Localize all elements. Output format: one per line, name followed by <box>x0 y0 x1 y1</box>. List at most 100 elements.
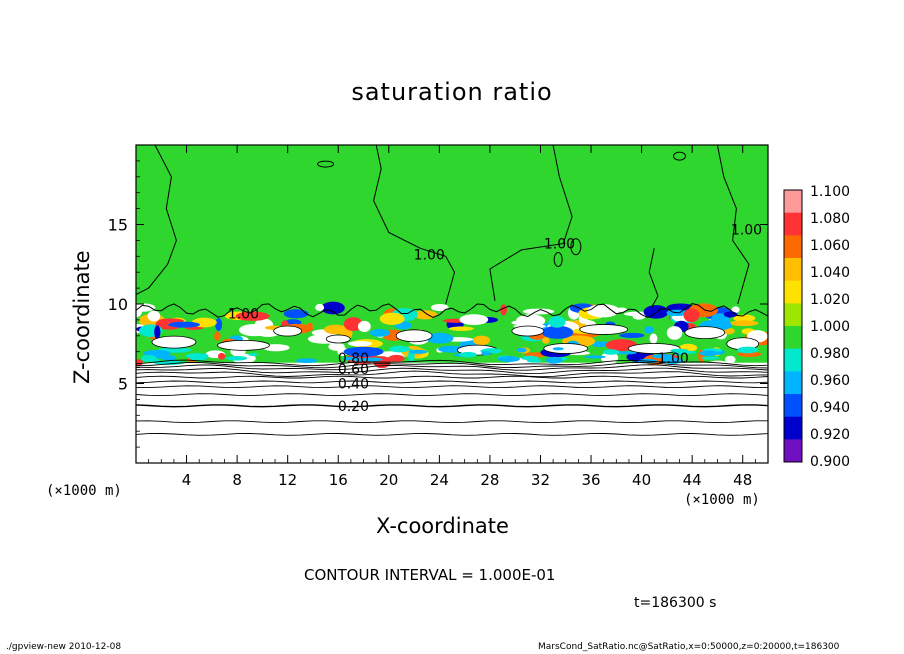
field-patch <box>548 315 566 328</box>
field-patch <box>552 347 564 351</box>
field-patch <box>388 354 405 362</box>
field-patch <box>459 351 477 358</box>
colorbar-label: 1.020 <box>810 292 850 308</box>
saturation-field <box>136 145 768 463</box>
field-patch <box>379 312 405 325</box>
field-patch <box>238 323 271 337</box>
field-patch <box>389 345 411 353</box>
contour-line <box>136 303 768 319</box>
x-tick-label: 20 <box>379 471 398 489</box>
x-tick-label: 12 <box>278 471 297 489</box>
contour-line <box>136 420 768 424</box>
colorbar-label: 1.040 <box>810 265 850 281</box>
field-patch <box>584 355 606 359</box>
field-patch <box>733 314 756 322</box>
field-patch <box>215 318 223 331</box>
contour-line <box>136 433 768 436</box>
field-patch <box>337 347 348 357</box>
contour-line <box>136 370 768 378</box>
field-patch <box>699 350 719 357</box>
colorbar-swatch <box>784 303 802 327</box>
y-axis: 5 10 15 <box>108 160 768 448</box>
field-patch <box>602 349 620 355</box>
colorbar-swatch <box>784 190 802 214</box>
contour-lines <box>136 145 768 436</box>
y-axis-label: Z-coordinate <box>70 250 94 384</box>
contour-line <box>317 160 335 168</box>
x-axis-label: X-coordinate <box>376 514 509 538</box>
contour-label: 0.60 <box>338 362 369 378</box>
contour-label: 0.20 <box>338 399 369 415</box>
field-patch <box>676 350 697 355</box>
cloud-cell <box>543 343 589 354</box>
colorbar-label: 0.960 <box>810 373 850 389</box>
field-patch <box>189 356 208 361</box>
field-patch <box>542 336 550 344</box>
x-tick-label: 16 <box>329 471 348 489</box>
colorbar-swatch <box>784 394 802 418</box>
x-tick-label: 44 <box>683 471 702 489</box>
x-tick-label: 40 <box>632 471 651 489</box>
colorbar-swatch <box>784 258 802 282</box>
cloud-cell <box>395 329 433 343</box>
contour-line <box>136 359 768 367</box>
footer-left: ./gpview-new 2010-12-08 <box>6 642 122 652</box>
contour-line <box>136 367 768 375</box>
field-patch <box>235 311 270 321</box>
x-tick-label: 8 <box>232 471 242 489</box>
contour-line <box>648 248 659 308</box>
field-patch <box>472 335 491 346</box>
contour-line <box>136 375 768 379</box>
colorbar-swatch <box>784 235 802 259</box>
contour-label: 1.00 <box>731 222 762 238</box>
contour-line <box>136 361 768 369</box>
x-tick-label: 36 <box>581 471 600 489</box>
field-patch <box>217 352 226 360</box>
x-tick-label: 28 <box>480 471 499 489</box>
x-axis: 4 8 12 16 20 24 28 32 36 40 44 48 <box>148 145 769 489</box>
contour-line <box>136 385 768 389</box>
colorbar-label: 1.060 <box>810 238 850 254</box>
field-patch <box>136 303 156 312</box>
field-patch <box>632 313 646 320</box>
contour-label: 1.00 <box>228 307 259 323</box>
contour-line <box>570 238 582 256</box>
colorbar-label: 0.920 <box>810 427 850 443</box>
contour-line <box>553 251 563 267</box>
field-patch <box>448 326 474 331</box>
contour-line <box>136 393 768 397</box>
field-patch <box>497 356 520 362</box>
field-patch <box>724 355 736 364</box>
colorbar-swatch <box>784 326 802 350</box>
colorbar-swatch <box>784 439 802 463</box>
x-unit-left: (×1000 m) <box>46 483 122 499</box>
colorbar-swatch <box>784 348 802 372</box>
field-patch <box>409 349 428 354</box>
field-patch <box>731 306 740 314</box>
field-patch <box>545 356 563 364</box>
contour-label: 1.00 <box>414 248 445 264</box>
contour-label: 1.00 <box>544 237 575 253</box>
contour-line <box>673 151 687 161</box>
field-patch <box>526 358 542 363</box>
field-patch <box>613 351 637 355</box>
cloud-cell <box>217 339 270 351</box>
cloud-cell <box>325 334 351 344</box>
field-patch <box>413 310 438 320</box>
contour-line <box>136 380 768 384</box>
field-patch <box>481 351 491 356</box>
field-patch <box>214 331 221 341</box>
cloud-cell <box>151 335 197 349</box>
colorbar-label: 1.100 <box>810 184 850 200</box>
x-tick-label: 48 <box>733 471 752 489</box>
field-patch <box>729 320 759 327</box>
colorbar: 1.100 1.080 1.060 1.040 1.020 1.000 0.980 0.960… <box>783 184 850 470</box>
cloud-cell <box>579 324 629 335</box>
field-patch <box>168 321 201 328</box>
y-tick-label: 10 <box>108 295 128 314</box>
colorbar-swatch <box>784 280 802 304</box>
colorbar-label: 0.900 <box>810 454 850 470</box>
field-patch <box>361 357 383 362</box>
cloud-cell <box>273 325 303 337</box>
field-patch <box>649 333 658 344</box>
